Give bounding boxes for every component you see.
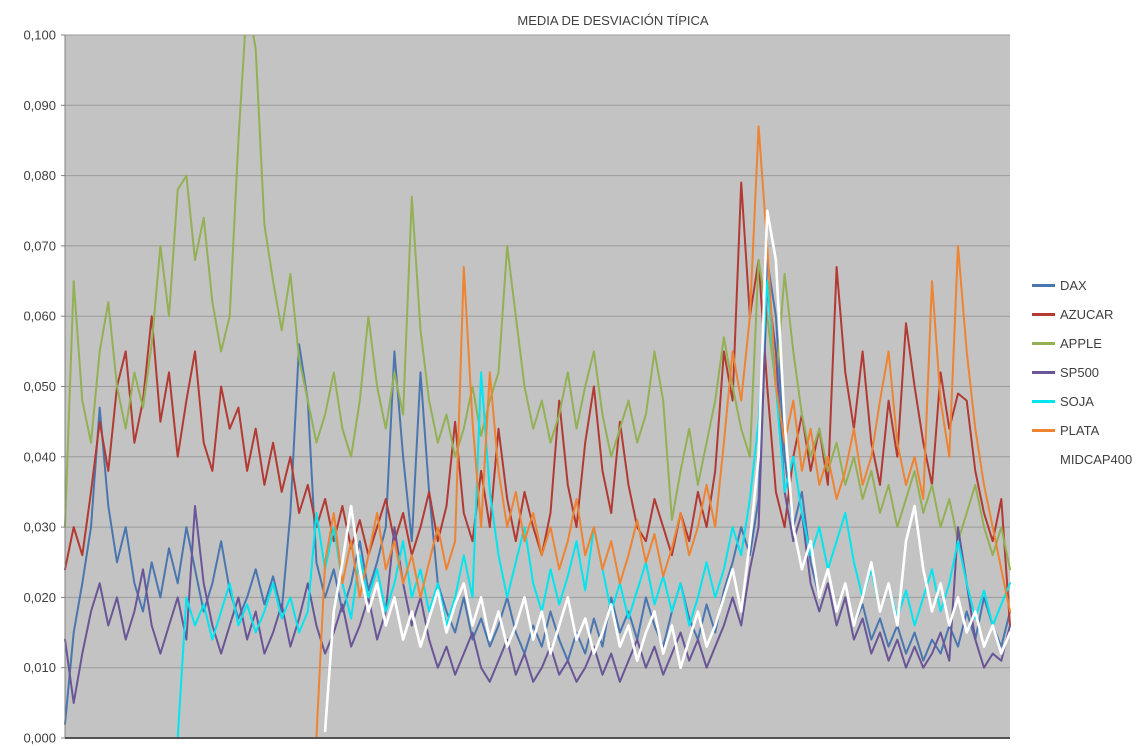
legend-label: MIDCAP400 xyxy=(1060,452,1133,467)
legend-marker-soja xyxy=(1032,400,1055,403)
y-axis-label: 0,010 xyxy=(23,660,56,675)
legend-marker-midcap400 xyxy=(1032,458,1055,461)
y-axis-label: 0,050 xyxy=(23,379,56,394)
legend-label: APPLE xyxy=(1060,336,1102,351)
y-axis-label: 0,000 xyxy=(23,731,56,746)
legend-label: SOJA xyxy=(1060,394,1094,409)
legend-marker-plata xyxy=(1032,429,1055,432)
y-axis-label: 0,070 xyxy=(23,238,56,253)
legend-label: PLATA xyxy=(1060,423,1100,438)
series-line-midcap400 xyxy=(323,209,1011,733)
legend: DAX AZUCAR APPLE SP500 SOJA PLATA MIDCAP400 xyxy=(1032,271,1132,474)
series-group xyxy=(64,35,1011,739)
legend-marker-apple xyxy=(1032,342,1055,345)
legend-marker-dax xyxy=(1032,284,1055,287)
chart-title: MEDIA DE DESVIACIÓN TÍPICA xyxy=(517,13,709,28)
legend-label: SP500 xyxy=(1060,365,1100,380)
y-axis-label: 0,090 xyxy=(23,98,56,113)
legend-item-azucar: AZUCAR xyxy=(1032,300,1132,329)
y-axis-label: 0,100 xyxy=(23,28,56,43)
legend-item-midcap400: MIDCAP400 xyxy=(1032,445,1132,474)
legend-marker-sp500 xyxy=(1032,371,1055,374)
legend-marker-azucar xyxy=(1032,313,1055,316)
legend-item-dax: DAX xyxy=(1032,271,1132,300)
series-line-sp500 xyxy=(64,280,1011,704)
series-line-plata xyxy=(315,125,1011,739)
series-line-azucar xyxy=(64,181,1011,627)
legend-item-plata: PLATA xyxy=(1032,416,1132,445)
legend-label: DAX xyxy=(1060,278,1087,293)
y-axis-label: 0,060 xyxy=(23,309,56,324)
legend-item-soja: SOJA xyxy=(1032,387,1132,416)
y-axis-label: 0,040 xyxy=(23,449,56,464)
y-axis-label: 0,020 xyxy=(23,590,56,605)
series-line-apple xyxy=(64,35,1011,571)
legend-label: AZUCAR xyxy=(1060,307,1114,322)
y-axis-label: 0,080 xyxy=(23,168,56,183)
legend-item-apple: APPLE xyxy=(1032,329,1132,358)
y-axis-label: 0,030 xyxy=(23,520,56,535)
legend-item-sp500: SP500 xyxy=(1032,358,1132,387)
